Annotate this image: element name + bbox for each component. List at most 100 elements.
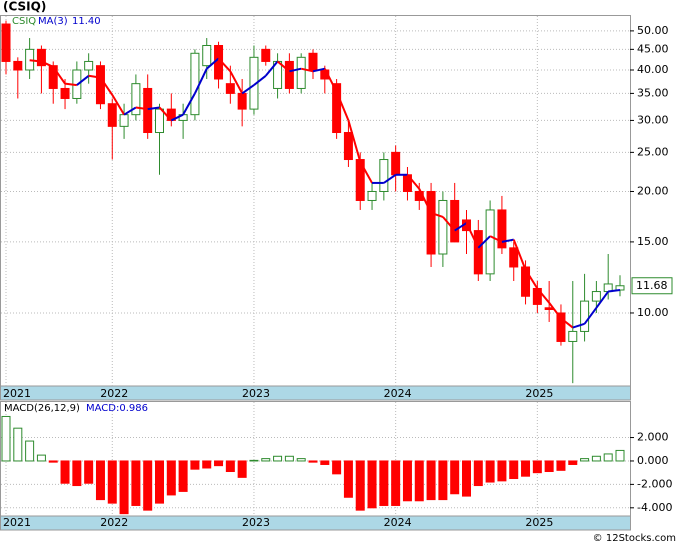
x-tick-label: 2023: [242, 516, 270, 529]
ma-line-segment: [608, 289, 621, 293]
macd-bar: [438, 460, 448, 501]
ma-line-segment: [347, 120, 362, 163]
y-tick-label: 25.00: [637, 145, 669, 158]
ma-line-segment: [194, 68, 208, 94]
macd-bar: [556, 460, 566, 471]
macd-bar: [166, 460, 176, 496]
macd-bar: [237, 460, 247, 478]
macd-bar: [95, 460, 105, 501]
ma-line-segment: [99, 77, 114, 96]
ma-line-segment: [147, 106, 160, 111]
ma-line-segment: [501, 238, 514, 243]
ma-line-segment: [323, 68, 338, 93]
macd-bar: [367, 460, 377, 509]
x-tick-label: 2021: [3, 387, 31, 400]
candle-body: [438, 199, 448, 255]
ma-line-segment: [88, 74, 101, 79]
y-tick-label: 10.00: [637, 306, 669, 319]
ma-line-segment: [111, 94, 125, 116]
macd-bar: [25, 440, 35, 462]
ma-line-segment: [512, 239, 527, 271]
ma-line-segment: [583, 307, 598, 325]
y-tick-label: 2.000: [637, 431, 669, 444]
ma-line-segment: [595, 290, 610, 309]
y-tick-label: 15.00: [637, 235, 669, 248]
macd-bar: [36, 454, 46, 462]
macd-bar: [320, 460, 330, 465]
macd-bar: [249, 459, 259, 462]
chart-title: (CSIQ): [3, 0, 46, 14]
macd-bar: [462, 460, 471, 497]
candle-body: [367, 190, 377, 201]
macd-bar: [355, 460, 365, 511]
y-tick-label: 20.00: [637, 184, 669, 197]
candle-body: [202, 44, 212, 67]
ma-line-segment: [359, 161, 373, 184]
y-tick-label: -2.000: [637, 477, 672, 490]
legend-entry: MACD:0.986: [86, 403, 148, 414]
x-tick-label: 2023: [242, 387, 270, 400]
macd-bar: [190, 460, 200, 470]
candle-body: [13, 60, 23, 71]
ma-line-segment: [312, 67, 326, 73]
candle-body: [308, 52, 318, 71]
ma-line-segment: [335, 91, 350, 121]
candle-body: [131, 83, 141, 116]
macd-bar: [143, 460, 153, 511]
candle-body: [497, 209, 507, 249]
legend-entry: CSIQ: [12, 16, 36, 27]
macd-bar: [296, 458, 306, 462]
y-tick-label: 30.00: [637, 113, 669, 126]
macd-bar: [379, 460, 389, 506]
ma-line-segment: [300, 67, 314, 73]
candle-body: [556, 312, 566, 342]
candle-body: [155, 108, 164, 134]
ma-line-segment: [442, 216, 456, 232]
candle-body: [1, 23, 11, 62]
macd-bar: [332, 460, 342, 475]
macd-bar: [591, 455, 601, 462]
candle-body: [343, 132, 353, 161]
macd-bar: [568, 460, 578, 465]
candle-body: [379, 159, 389, 192]
macd-bar: [603, 453, 613, 462]
legend-value: 11.40: [72, 16, 101, 27]
ma-line-segment: [572, 322, 585, 329]
x-tick-label: 2025: [525, 516, 553, 529]
ma-line-segment: [536, 287, 550, 304]
macd-bar: [402, 460, 412, 502]
ma-line-segment: [430, 211, 444, 218]
y-tick-label: 45.00: [637, 42, 669, 55]
macd-bar: [60, 460, 70, 484]
price-box: [631, 277, 673, 295]
ma-line-segment: [418, 188, 432, 214]
macd-bar: [532, 460, 542, 474]
candle-body: [237, 92, 247, 110]
x-tick-label: 2022: [100, 516, 128, 529]
ma-line-segment: [241, 84, 255, 95]
candle-body: [249, 56, 259, 110]
last-price-label: 11.68: [636, 279, 668, 292]
candle-body: [284, 60, 294, 89]
ma-line-segment: [524, 269, 539, 290]
y-tick-label: 40.00: [637, 63, 669, 76]
candle-body: [509, 247, 519, 268]
x-tick-label: 2025: [525, 387, 553, 400]
ma-line-segment: [135, 106, 148, 111]
candle-body: [190, 52, 200, 116]
ma-line-segment: [560, 317, 574, 329]
candle-body: [450, 199, 460, 243]
macd-title: MACD(26,12,9): [4, 403, 80, 414]
ma-line-segment: [477, 235, 491, 249]
macd-bar: [155, 460, 164, 504]
macd-bar: [615, 449, 625, 462]
x-tick-label: 2021: [3, 516, 31, 529]
macd-bar: [544, 460, 554, 473]
ma-line-segment: [548, 302, 562, 319]
macd-bar: [273, 455, 283, 462]
macd-bar: [391, 460, 401, 506]
macd-bar: [202, 460, 212, 469]
macd-bar: [509, 460, 519, 480]
candle-body: [568, 330, 578, 342]
candle-body: [84, 60, 94, 71]
